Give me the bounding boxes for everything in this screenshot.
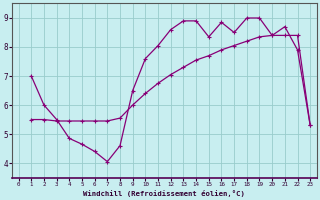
X-axis label: Windchill (Refroidissement éolien,°C): Windchill (Refroidissement éolien,°C) (84, 190, 245, 197)
